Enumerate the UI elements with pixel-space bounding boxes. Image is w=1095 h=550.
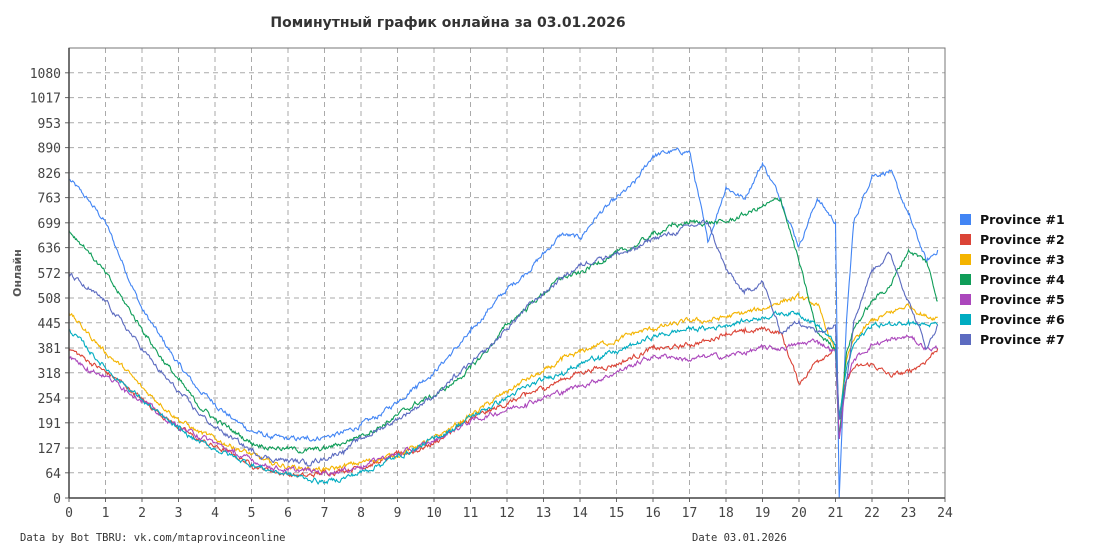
series-line-province-1 [68,147,939,499]
legend-label-province-6: Province #6 [980,312,1065,327]
y-tick-label: 508 [38,292,61,307]
series-line-province-6 [68,310,939,485]
series-line-province-3 [68,292,939,473]
footer-source: Data by Bot TBRU: vk.com/mtaprovinceonli… [20,532,286,544]
series-line-province-4 [68,196,938,454]
x-tick-label: 4 [211,506,219,521]
y-tick-label: 890 [38,142,61,157]
legend-swatch-province-5 [960,294,971,305]
y-tick-label: 826 [38,167,61,182]
axes: 0641271912543183814455085726366997638268… [30,47,953,521]
x-tick-label: 8 [357,506,365,521]
y-tick-label: 699 [38,217,61,232]
legend-label-province-3: Province #3 [980,252,1065,267]
x-tick-label: 9 [394,506,402,521]
legend-label-province-4: Province #4 [980,272,1065,287]
x-tick-label: 18 [718,506,734,521]
x-tick-label: 11 [463,506,479,521]
x-tick-label: 5 [248,506,256,521]
legend-label-province-2: Province #2 [980,232,1065,247]
x-tick-label: 1 [102,506,110,521]
y-tick-label: 445 [38,317,61,332]
y-tick-label: 1017 [30,92,61,107]
legend-label-province-7: Province #7 [980,332,1065,347]
chart-title: Поминутный график онлайна за 03.01.2026 [270,15,625,31]
x-tick-label: 10 [426,506,442,521]
y-tick-label: 572 [38,267,61,282]
y-axis-label: Онлайн [11,249,24,297]
x-tick-label: 0 [65,506,73,521]
x-tick-label: 17 [682,506,698,521]
x-tick-label: 23 [901,506,917,521]
series-lines [68,147,939,499]
x-tick-label: 14 [572,506,588,521]
x-tick-label: 7 [321,506,329,521]
y-tick-label: 636 [38,242,61,257]
legend-label-province-1: Province #1 [980,212,1065,227]
x-tick-label: 20 [791,506,807,521]
x-tick-label: 22 [864,506,880,521]
legend-swatch-province-2 [960,234,971,245]
y-tick-label: 64 [45,467,61,482]
footer-date: Date 03.01.2026 [692,532,787,544]
grid [69,48,945,498]
legend: Province #1 Province #2 Province #3 Provinc… [960,212,1065,347]
y-tick-label: 254 [38,392,62,407]
x-tick-label: 12 [499,506,515,521]
series-line-province-7 [68,219,939,467]
x-tick-label: 3 [175,506,183,521]
legend-label-province-5: Province #5 [980,292,1065,307]
y-tick-label: 953 [38,117,61,132]
y-tick-label: 0 [53,492,61,507]
x-tick-label: 6 [284,506,292,521]
y-tick-label: 127 [38,442,61,457]
y-tick-label: 381 [38,342,61,357]
x-tick-label: 15 [609,506,625,521]
x-tick-label: 13 [536,506,552,521]
legend-swatch-province-3 [960,254,971,265]
x-tick-label: 16 [645,506,661,521]
legend-swatch-province-7 [960,334,971,345]
legend-swatch-province-4 [960,274,971,285]
x-tick-label: 21 [828,506,844,521]
y-tick-label: 763 [38,192,61,207]
series-line-province-2 [68,326,939,479]
y-tick-label: 191 [38,417,61,432]
legend-swatch-province-1 [960,214,971,225]
y-tick-label: 1080 [30,67,61,82]
series-line-province-5 [68,334,938,477]
y-tick-label: 318 [38,367,61,382]
x-tick-label: 19 [755,506,771,521]
x-tick-label: 2 [138,506,146,521]
x-tick-label: 24 [937,506,953,521]
legend-swatch-province-6 [960,314,971,325]
